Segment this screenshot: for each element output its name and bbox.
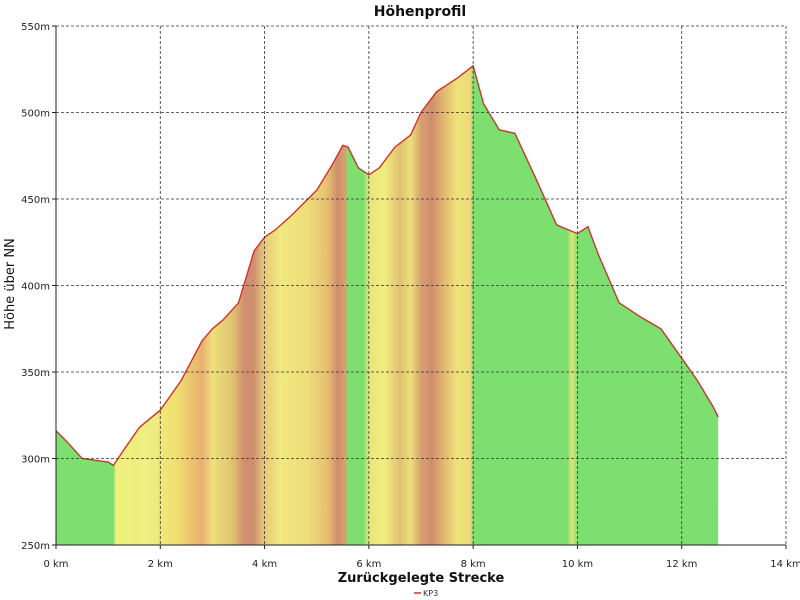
x-tick-label: 6 km: [356, 559, 381, 570]
x-tick-label: 12 km: [666, 559, 697, 570]
y-tick-label: 250m: [21, 541, 50, 552]
y-axis: 250m 300m 350m 400m 450m 500m 550m: [21, 22, 57, 552]
y-tick-label: 500m: [21, 109, 50, 120]
x-tick-label: 2 km: [148, 559, 173, 570]
y-axis-label: Höhe über NN: [3, 238, 18, 330]
y-tick-label: 400m: [21, 282, 50, 293]
x-tick-label: 0 km: [43, 559, 68, 570]
series-line-kp3: [55, 64, 719, 467]
x-tick-label: 14 km: [770, 559, 800, 570]
x-tick-label: 8 km: [461, 559, 486, 570]
chart-title: Höhenprofil: [374, 4, 466, 20]
y-tick-label: 350m: [21, 368, 50, 379]
y-tick-label: 550m: [21, 22, 50, 33]
x-tick-label: 4 km: [252, 559, 277, 570]
y-tick-label: 300m: [21, 455, 50, 466]
x-axis: 0 km 2 km 4 km 6 km 8 km 10 km 12 km 14 km: [43, 544, 800, 570]
plot-area: [55, 64, 719, 546]
elevation-area: [56, 65, 719, 546]
legend: KP3: [414, 589, 438, 598]
x-axis-label: Zurückgelegte Strecke: [338, 571, 505, 586]
legend-label-kp3: KP3: [423, 589, 438, 598]
y-tick-label: 450m: [21, 195, 50, 206]
x-tick-label: 10 km: [562, 559, 593, 570]
